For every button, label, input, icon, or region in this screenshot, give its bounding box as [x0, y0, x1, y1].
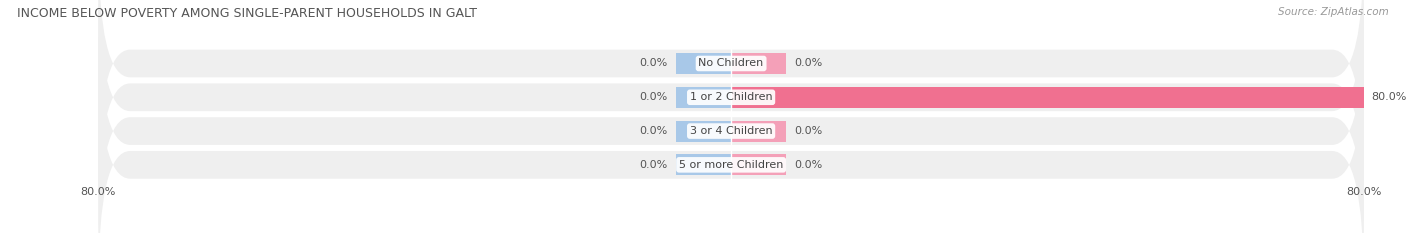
- Text: Source: ZipAtlas.com: Source: ZipAtlas.com: [1278, 7, 1389, 17]
- Text: 1 or 2 Children: 1 or 2 Children: [690, 92, 772, 102]
- FancyBboxPatch shape: [98, 44, 1364, 233]
- Text: No Children: No Children: [699, 58, 763, 69]
- FancyBboxPatch shape: [98, 10, 1364, 233]
- Text: 0.0%: 0.0%: [640, 160, 668, 170]
- FancyBboxPatch shape: [98, 0, 1364, 219]
- Text: 80.0%: 80.0%: [1372, 92, 1406, 102]
- Bar: [731, 53, 786, 74]
- FancyBboxPatch shape: [98, 0, 1364, 185]
- Bar: [731, 87, 1364, 108]
- Bar: [676, 154, 731, 175]
- Text: 0.0%: 0.0%: [640, 92, 668, 102]
- Bar: [676, 53, 731, 74]
- Text: 0.0%: 0.0%: [794, 126, 823, 136]
- Bar: [676, 87, 731, 108]
- Text: 0.0%: 0.0%: [640, 58, 668, 69]
- Bar: [676, 121, 731, 141]
- Text: 5 or more Children: 5 or more Children: [679, 160, 783, 170]
- Text: 0.0%: 0.0%: [794, 160, 823, 170]
- Text: 0.0%: 0.0%: [794, 58, 823, 69]
- Text: INCOME BELOW POVERTY AMONG SINGLE-PARENT HOUSEHOLDS IN GALT: INCOME BELOW POVERTY AMONG SINGLE-PARENT…: [17, 7, 477, 20]
- Bar: [731, 121, 786, 141]
- Text: 3 or 4 Children: 3 or 4 Children: [690, 126, 772, 136]
- Text: 0.0%: 0.0%: [640, 126, 668, 136]
- Bar: [731, 154, 786, 175]
